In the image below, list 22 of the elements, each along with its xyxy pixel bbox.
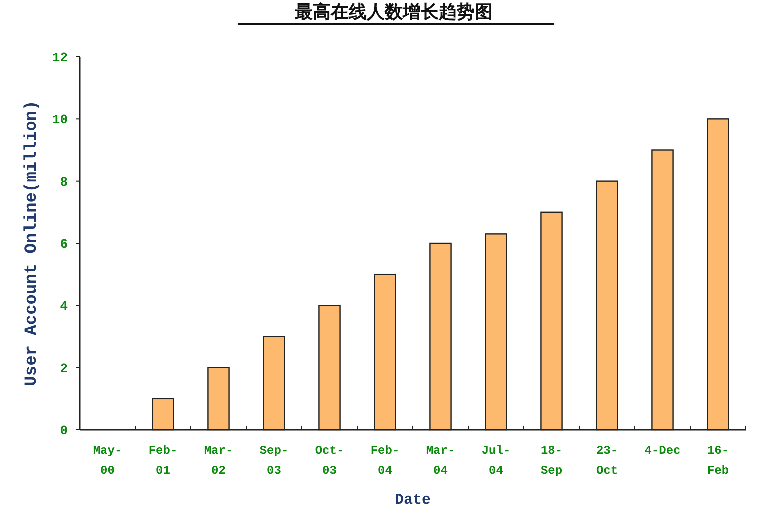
x-tick-label: May-00 xyxy=(93,444,122,478)
x-tick-label: Jul-04 xyxy=(482,444,511,478)
x-tick-label: Mar-02 xyxy=(204,444,234,478)
x-axis-title: Date xyxy=(394,492,432,509)
x-tick-label: 16-Feb xyxy=(707,444,730,478)
x-tick-label: 4-Dec xyxy=(644,444,681,458)
y-tick-label: 8 xyxy=(60,174,68,190)
x-tick-label: 18-Sep xyxy=(540,444,563,478)
y-tick-label: 6 xyxy=(60,237,68,252)
x-tick-label: Mar-04 xyxy=(426,444,456,478)
y-tick-label: 0 xyxy=(60,424,68,439)
x-tick-label: Oct-03 xyxy=(315,444,344,478)
x-tick-label: Feb-01 xyxy=(148,444,178,478)
y-tick-label: 12 xyxy=(52,50,68,66)
y-tick-label: 2 xyxy=(60,361,68,376)
y-tick-label: 4 xyxy=(60,299,68,314)
x-tick-label: Sep-03 xyxy=(260,444,289,478)
chart-title: 最高在线人数增长趋势图 xyxy=(294,2,493,23)
x-tick-label: 23-Oct xyxy=(596,444,618,478)
y-axis-title: User Account Online(million) xyxy=(23,100,42,386)
x-tick-label: Feb-04 xyxy=(370,444,400,478)
y-tick-label: 10 xyxy=(52,112,68,128)
